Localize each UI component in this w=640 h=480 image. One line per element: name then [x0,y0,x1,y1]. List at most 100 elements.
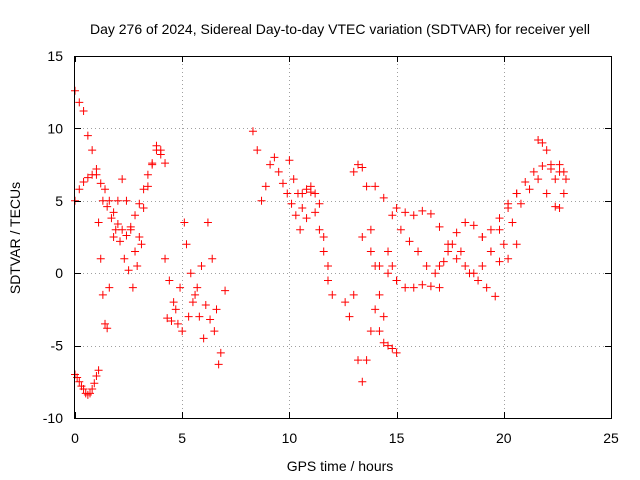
data-point [122,196,131,205]
data-point [512,240,521,249]
data-point [302,185,311,194]
data-point [349,290,358,299]
series-early-mid [71,141,165,333]
series-band-14-18 [371,182,500,301]
data-point [444,240,453,249]
data-point [184,312,193,321]
data-point [561,175,570,184]
series-band-21-23 [534,135,568,184]
data-point [103,202,112,211]
data-point [392,276,401,285]
data-point [439,257,448,266]
data-point [435,261,444,270]
data-point [461,218,470,227]
data-point [143,182,152,191]
data-point [206,315,215,324]
data-point [302,214,311,223]
data-point [193,283,202,292]
data-point [491,292,500,301]
data-point [186,269,195,278]
data-point [124,266,133,275]
data-point [504,254,513,263]
data-point [371,182,380,191]
data-point [113,196,122,205]
data-point [551,175,560,184]
data-point [392,348,401,357]
data-point [208,254,217,263]
data-point [118,175,127,184]
data-point [94,218,103,227]
data-point [197,261,206,270]
x-axis-title: GPS time / hours [287,458,394,474]
data-point [375,327,384,336]
data-point [469,269,478,278]
data-point [75,377,84,386]
y-tick-label: 10 [47,120,63,136]
data-point [126,225,135,234]
data-point [257,196,266,205]
series-hour-12-14 [341,290,401,386]
data-point [287,199,296,208]
x-tick-label: 20 [496,430,512,446]
data-point [152,141,161,150]
y-tick-label: 0 [55,265,63,281]
data-point [452,254,461,263]
data-point [512,189,521,198]
data-point [542,146,551,155]
plot-frame [74,56,612,419]
data-point [191,290,200,299]
data-point [384,247,393,256]
data-point [525,185,534,194]
data-point [362,182,371,191]
data-point [371,305,380,314]
data-point [253,146,262,155]
data-point [203,218,212,227]
data-point [559,189,568,198]
data-point [178,327,187,336]
data-point [388,344,397,353]
data-point [478,261,487,270]
data-point [426,282,435,291]
data-point [111,225,120,234]
series-early-low [71,366,103,399]
data-point [201,301,210,310]
data-point [83,173,92,182]
x-tick-label: 5 [178,430,186,446]
data-point [414,247,423,256]
data-point [315,199,324,208]
data-point [504,199,513,208]
axis-ticks [75,56,612,419]
series-hour-4-6 [161,218,230,357]
series-band-1-2 [98,196,146,292]
series-hour-8-10 [248,127,305,234]
data-point [283,189,292,198]
data-point [508,218,517,227]
data-points [71,86,570,399]
series-hour-11-12b [298,185,332,285]
data-point [345,312,354,321]
data-point [86,389,95,398]
data-point [285,156,294,165]
data-point [137,240,146,249]
data-point [116,237,125,246]
data-point [435,222,444,231]
data-point [311,208,320,217]
data-point [405,237,414,246]
x-tick-label: 15 [389,430,405,446]
data-point [298,189,307,198]
series-hour-10-12 [285,156,337,299]
grid [75,56,611,418]
data-point [103,324,112,333]
y-tick-label: -10 [43,410,63,426]
data-point [199,334,208,343]
data-point [133,261,142,270]
data-point [173,319,182,328]
y-tick-label: -5 [51,338,64,354]
data-point [534,175,543,184]
data-point [542,189,551,198]
data-point [559,167,568,176]
data-point [409,283,418,292]
data-point [107,214,116,223]
data-point [261,182,270,191]
